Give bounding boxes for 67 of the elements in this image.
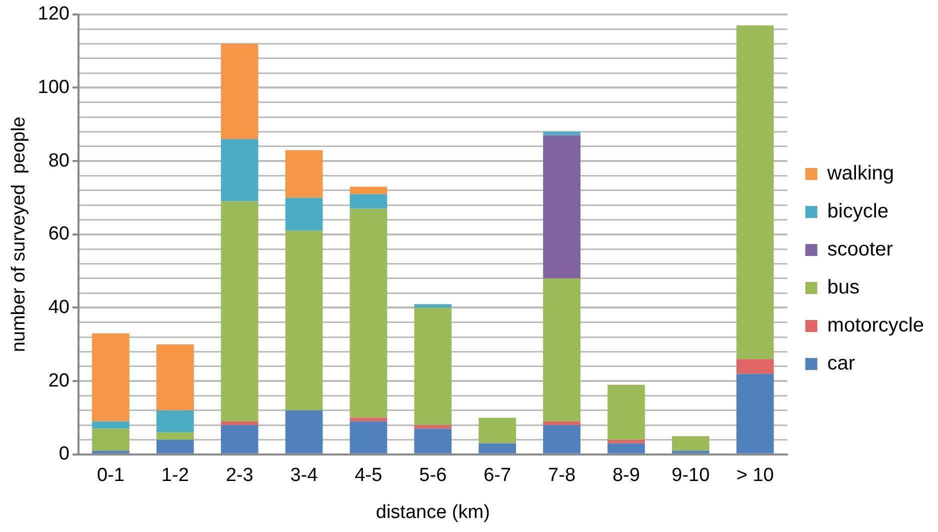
x-tick-label: 1-2	[161, 465, 189, 486]
bar	[92, 450, 130, 454]
bar	[220, 139, 258, 202]
bar	[220, 201, 258, 422]
y-tick-label: 60	[48, 224, 70, 245]
x-tick-label: 7-8	[548, 465, 576, 486]
bar	[92, 421, 130, 429]
bar	[350, 418, 388, 422]
x-axis-title: distance (km)	[376, 502, 490, 523]
bar	[543, 425, 580, 454]
bar	[285, 410, 323, 454]
bar	[350, 421, 388, 454]
bar	[543, 132, 580, 136]
bar	[285, 150, 323, 198]
bar	[156, 344, 194, 410]
bar	[350, 186, 388, 194]
bar	[414, 304, 452, 308]
bar	[608, 440, 645, 444]
legend-label: scooter	[827, 238, 894, 261]
bar	[478, 418, 516, 444]
bar	[414, 428, 452, 454]
y-tick-label: 100	[38, 76, 70, 98]
x-tick-label: 9-10	[672, 465, 710, 486]
bar	[414, 308, 452, 426]
bar	[478, 443, 516, 454]
bar	[92, 428, 130, 451]
x-tick-label: 0-1	[96, 465, 124, 486]
bar	[543, 278, 580, 422]
bar	[285, 230, 323, 410]
bar	[543, 135, 580, 278]
bar	[350, 194, 388, 209]
y-tick-label: 120	[38, 4, 70, 25]
legend-label: bus	[827, 276, 860, 299]
x-tick-label: 3-4	[290, 465, 318, 486]
y-axis-title: number of surveyed people	[8, 116, 30, 352]
bar	[414, 425, 452, 429]
bar	[736, 359, 774, 374]
bar	[672, 436, 710, 451]
x-tick-label: 6-7	[484, 465, 512, 486]
y-tick-label: 80	[48, 150, 70, 172]
y-tick-label: 0	[58, 444, 70, 465]
bar	[156, 432, 194, 440]
bar	[156, 410, 194, 432]
y-tick-label: 20	[48, 370, 70, 392]
x-tick-label: > 10	[736, 465, 774, 486]
legend-label: car	[827, 352, 856, 375]
bar	[543, 421, 580, 426]
bar	[350, 208, 388, 418]
legend-label: motorcycle	[827, 314, 924, 337]
x-tick-label: 8-9	[612, 465, 640, 486]
legend-label: walking	[826, 162, 894, 185]
x-tick-label: 5-6	[419, 465, 447, 486]
bar	[220, 44, 258, 140]
legend-label: bicycle	[827, 200, 888, 223]
bar	[672, 450, 710, 454]
bar	[608, 443, 645, 454]
bar	[608, 384, 645, 440]
bar	[736, 25, 774, 360]
bar	[156, 440, 194, 454]
x-tick-label: 2-3	[226, 465, 254, 486]
bar	[220, 421, 258, 426]
bar	[285, 198, 323, 231]
bar	[220, 425, 258, 454]
bar	[92, 333, 130, 422]
x-tick-label: 4-5	[354, 465, 382, 486]
y-tick-label: 40	[48, 296, 70, 318]
bar	[736, 374, 774, 454]
